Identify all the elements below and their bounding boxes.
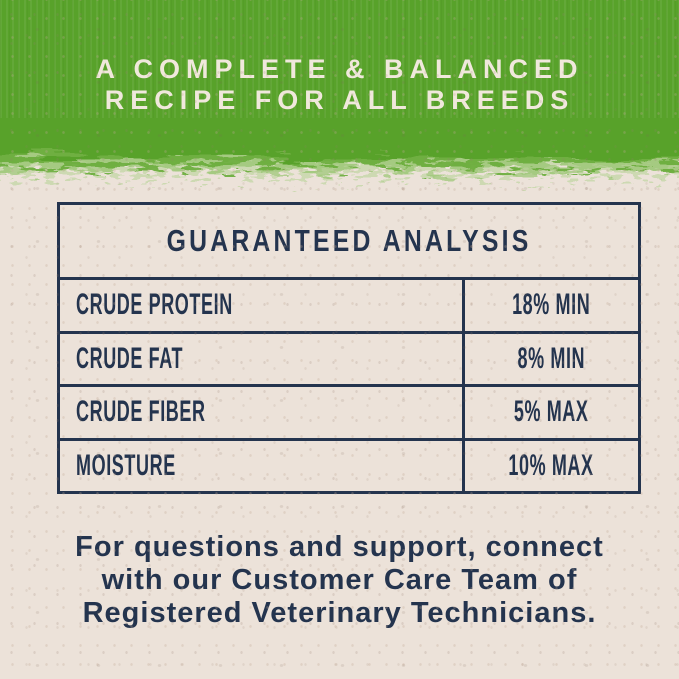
table-title: GUARANTEED ANALYSIS xyxy=(166,223,532,258)
support-note-line3: Registered Veterinary Technicians. xyxy=(82,597,597,629)
row-label: CRUDE FIBER xyxy=(76,395,206,429)
hero-title: A COMPLETE & BALANCED RECIPE FOR ALL BRE… xyxy=(0,54,679,116)
row-value-cell: 18% MIN xyxy=(465,280,638,331)
hero-title-line2: RECIPE FOR ALL BREEDS xyxy=(104,85,575,115)
support-note-line2: with our Customer Care Team of xyxy=(101,564,578,596)
row-value: 10% MAX xyxy=(508,448,595,482)
row-value: 18% MIN xyxy=(512,288,591,322)
row-value-cell: 5% MAX xyxy=(465,387,638,438)
row-value-cell: 8% MIN xyxy=(465,334,638,385)
table-title-row: GUARANTEED ANALYSIS xyxy=(60,205,638,277)
row-label: MOISTURE xyxy=(76,448,176,482)
row-value: 8% MIN xyxy=(517,341,586,375)
guaranteed-analysis-table: GUARANTEED ANALYSIS CRUDE PROTEIN 18% MI… xyxy=(57,202,641,494)
support-note-line1: For questions and support, connect xyxy=(75,531,604,563)
row-value-cell: 10% MAX xyxy=(465,441,638,492)
row-label-cell: CRUDE FIBER xyxy=(60,387,465,438)
support-note: For questions and support, connect with … xyxy=(0,531,679,630)
row-value: 5% MAX xyxy=(514,395,589,429)
row-label-cell: CRUDE PROTEIN xyxy=(60,280,465,331)
table-row-moisture: MOISTURE 10% MAX xyxy=(60,437,638,492)
table-row-crude-fat: CRUDE FAT 8% MIN xyxy=(60,330,638,385)
hero-title-line1: A COMPLETE & BALANCED xyxy=(95,54,584,84)
row-label: CRUDE FAT xyxy=(76,341,184,375)
row-label-cell: MOISTURE xyxy=(60,440,465,491)
row-label: CRUDE PROTEIN xyxy=(76,288,233,322)
table-row-crude-protein: CRUDE PROTEIN 18% MIN xyxy=(60,277,638,331)
row-label-cell: CRUDE FAT xyxy=(60,333,465,384)
painted-brush-edge xyxy=(0,118,679,174)
green-header-band: A COMPLETE & BALANCED RECIPE FOR ALL BRE… xyxy=(0,0,679,128)
table-row-crude-fiber: CRUDE FIBER 5% MAX xyxy=(60,384,638,438)
